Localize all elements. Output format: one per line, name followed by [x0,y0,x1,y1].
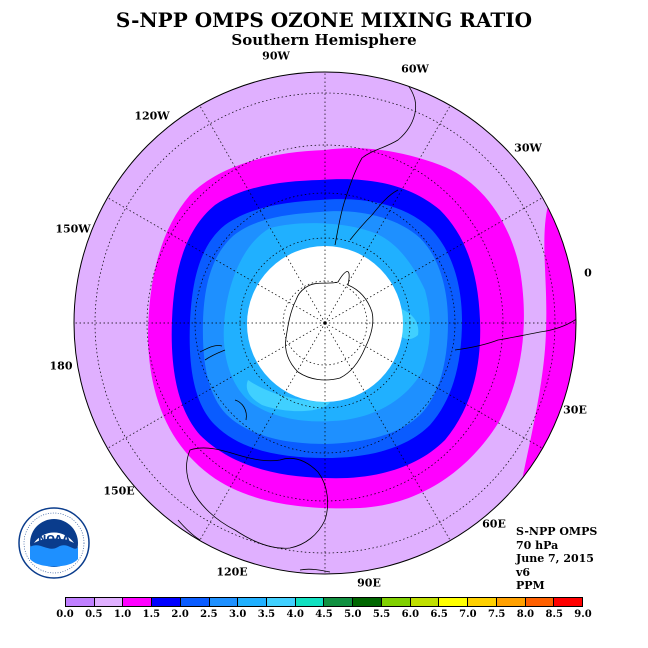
meridian-lines [74,72,576,574]
colorbar-tick-label: 6.0 [401,609,420,620]
lon-label-90e: 90E [357,576,381,590]
colorbar-tick-label: 7.0 [459,609,477,620]
colorbar-swatch [439,598,469,606]
colorbar-swatch [66,598,95,606]
new-zealand-coastline [204,349,226,361]
colorbar-swatch [267,598,296,606]
map-subtitle: Southern Hemisphere [231,31,417,49]
south-pole-marker [323,321,327,325]
parallel-circles [94,92,556,554]
noaa-logo-text: NOAA [38,534,70,545]
colorbar-tick-label: 0.0 [56,609,74,620]
colorbar-tick-label: 9.0 [574,609,592,620]
pressure-level: 70 hPa [516,538,559,552]
colorbar-swatch [152,598,181,606]
africa-coastline [454,317,576,351]
lon-label-30e: 30E [563,403,587,417]
map-title: S-NPP OMPS OZONE MIXING RATIO [115,8,533,32]
colorbar-tick-label: 5.5 [372,609,391,620]
units-label: PPM [516,579,545,592]
colorbar-swatch [554,598,582,606]
colorbar [65,597,583,607]
ozone-sector-1.0-1.5-east [520,205,576,490]
noaa-logo: NOAA [18,507,90,579]
colorbar-tick-label: 0.5 [85,609,103,620]
instrument-label: S-NPP OMPS [516,525,598,538]
colorbar-tick-label: 4.5 [315,609,333,620]
map-border [73,71,577,575]
colorbar-tick-label: 8.0 [516,609,535,620]
colorbar-swatch [381,598,411,606]
colorbar-swatch [94,598,124,606]
lon-label-150e: 150E [103,484,135,498]
colorbar-tick-label: 4.0 [286,609,304,620]
colorbar-tick-label: 2.0 [171,609,189,620]
colorbar-tick-label: 8.5 [545,609,563,620]
colorbar-tick-label: 7.5 [487,609,506,620]
colorbar-swatch [123,598,153,606]
colorbar-swatch [295,598,325,606]
lon-label-0: 0 [584,266,592,280]
antarctica-coastline [285,271,374,381]
colorbar-swatch [525,598,555,606]
colorbar-swatch [209,598,239,606]
lon-label-30w: 30W [514,141,542,155]
colorbar-swatch [324,598,354,606]
lon-label-120e: 120E [216,565,248,579]
colorbar-swatch [238,598,268,606]
lon-label-60w: 60W [401,62,429,76]
ozone-region-3.5-4.0 [246,380,330,412]
south-america-coastline [334,77,417,246]
colorbar-swatch [353,598,382,606]
colorbar-ticks: 0.0 0.5 1.0 1.5 2.0 2.5 3.0 3.5 4.0 4.5 5.0 5.5 6.0 6… [56,609,591,623]
date-label: June 7, 2015 [516,552,594,565]
colorbar-tick-label: 2.5 [200,609,218,620]
version-label: v6 [516,565,531,579]
colorbar-swatch [468,598,497,606]
colorbar-swatch [180,598,210,606]
lon-label-90w: 90W [262,49,290,63]
lon-label-60e: 60E [482,517,506,531]
colorbar-tick-label: 3.0 [228,609,247,620]
lon-label-120w: 120W [134,109,170,123]
colorbar-tick-label: 5.0 [344,609,362,620]
colorbar-swatch [496,598,526,606]
colorbar-tick-label: 1.5 [142,609,161,620]
colorbar-tick-label: 1.0 [113,609,132,620]
info-block: S-NPP OMPS 70 hPa June 7, 2015 v6 PPM [516,525,597,593]
colorbar-swatch [410,598,440,606]
lon-label-180: 180 [49,359,73,373]
colorbar-tick-label: 3.5 [257,609,276,620]
lon-label-150w: 150W [55,222,91,236]
ozone-region-3.5-4.0-east [398,308,419,340]
colorbar-tick-label: 6.5 [430,609,448,620]
